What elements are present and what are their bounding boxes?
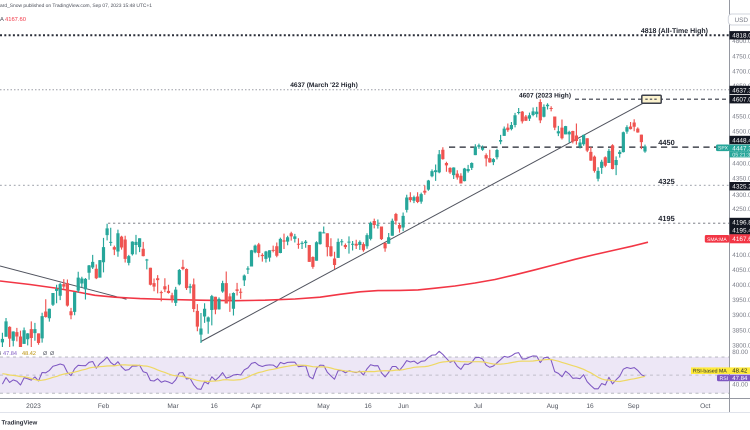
svg-text:2023: 2023 [26, 403, 41, 410]
svg-text:4607 (2023 High): 4607 (2023 High) [519, 92, 571, 99]
svg-text:4195.4: 4195.4 [732, 228, 750, 235]
svg-text:3850.0: 3850.0 [732, 327, 750, 334]
svg-text:3800.0: 3800.0 [732, 342, 750, 349]
svg-text:4447.3: 4447.3 [732, 145, 750, 152]
svg-text:4800.0: 4800.0 [732, 38, 750, 45]
svg-text:4050.0: 4050.0 [732, 267, 750, 274]
svg-text:4350.0: 4350.0 [732, 176, 750, 183]
svg-text:SPX: SPX [718, 146, 729, 152]
svg-text:48.42: 48.42 [22, 351, 36, 357]
svg-text:USD: USD [735, 17, 749, 24]
svg-text:4450: 4450 [658, 138, 674, 147]
svg-text:4000.0: 4000.0 [732, 282, 750, 289]
svg-text:4637 (March '22 High): 4637 (March '22 High) [290, 82, 358, 89]
svg-text:Aug: Aug [547, 403, 559, 410]
svg-text:Mar: Mar [167, 403, 179, 410]
svg-text:4700.0: 4700.0 [732, 69, 750, 76]
svg-text:RSI-based MA: RSI-based MA [693, 369, 727, 375]
svg-text:47.84: 47.84 [732, 375, 748, 382]
svg-text:SMA:MA: SMA:MA [707, 237, 727, 243]
svg-text:4818.0: 4818.0 [732, 33, 750, 40]
svg-text:16: 16 [364, 403, 372, 410]
svg-text:3950.0: 3950.0 [732, 297, 750, 304]
svg-text:4: 4 [0, 351, 1, 357]
svg-text:40.00: 40.00 [732, 382, 748, 389]
svg-text:RSI: RSI [720, 376, 729, 382]
svg-text:A: A [0, 17, 4, 23]
svg-text:4550.0: 4550.0 [732, 114, 750, 121]
svg-text:4250.0: 4250.0 [732, 206, 750, 213]
svg-text:May: May [317, 403, 330, 410]
svg-text:4325: 4325 [658, 177, 674, 186]
svg-text:48.42: 48.42 [732, 368, 748, 375]
svg-text:Apr: Apr [251, 403, 262, 410]
svg-text:4167.6: 4167.6 [732, 236, 750, 243]
svg-text:Sep: Sep [628, 403, 640, 410]
svg-text:4325.2: 4325.2 [732, 184, 750, 191]
svg-text:05:21:3: 05:21:3 [732, 153, 750, 159]
svg-text:Oct: Oct [700, 403, 710, 410]
svg-text:4448.4: 4448.4 [732, 137, 750, 144]
svg-text:TradingView: TradingView [2, 419, 38, 426]
svg-text:3900.0: 3900.0 [732, 312, 750, 319]
svg-text:Ø: Ø [50, 351, 55, 357]
svg-text:4818 (All-Time High): 4818 (All-Time High) [641, 27, 708, 35]
svg-text:Feb: Feb [98, 403, 110, 410]
svg-text:4750.0: 4750.0 [732, 54, 750, 61]
svg-text:Ø: Ø [43, 351, 48, 357]
svg-text:16: 16 [211, 403, 219, 410]
svg-text:Jun: Jun [398, 403, 409, 410]
svg-text:47.84: 47.84 [3, 351, 17, 357]
svg-text:4100.0: 4100.0 [732, 252, 750, 259]
svg-text:4607.0: 4607.0 [732, 97, 750, 104]
svg-text:4196.8: 4196.8 [732, 219, 750, 226]
svg-text:Jul: Jul [474, 403, 483, 410]
svg-text:ard_Snow published on TradingV: ard_Snow published on TradingView.com, S… [0, 3, 152, 9]
svg-text:4637.3: 4637.3 [732, 87, 750, 94]
svg-text:80.00: 80.00 [732, 349, 748, 356]
svg-text:4400.0: 4400.0 [732, 161, 750, 168]
svg-text:4167.60: 4167.60 [5, 16, 26, 23]
svg-text:4300.0: 4300.0 [732, 192, 750, 199]
svg-text:4195: 4195 [658, 214, 674, 223]
svg-text:16: 16 [586, 403, 594, 410]
svg-text:4500.0: 4500.0 [732, 129, 750, 136]
